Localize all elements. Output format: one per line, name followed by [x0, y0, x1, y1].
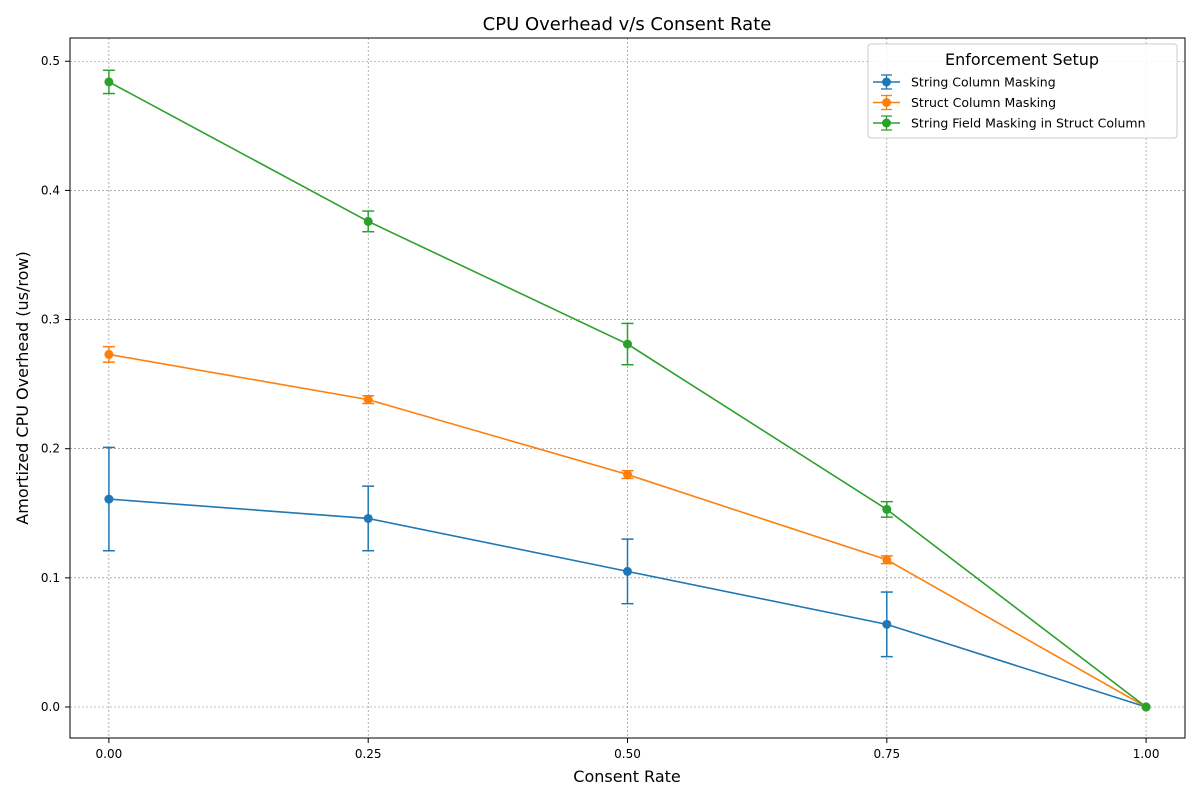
- x-tick-label: 0.00: [96, 747, 123, 761]
- x-tick-label: 0.75: [873, 747, 900, 761]
- data-point: [104, 494, 114, 504]
- data-point: [104, 349, 114, 359]
- legend-item: Struct Column Masking: [873, 94, 1056, 111]
- data-point: [623, 566, 632, 576]
- legend: Enforcement Setup String Column MaskingS…: [867, 43, 1178, 139]
- data-point: [363, 395, 373, 405]
- legend-marker: [882, 118, 891, 128]
- data-series: [102, 69, 1151, 712]
- y-tick-label: 0.0: [41, 700, 60, 714]
- grid-lines: [70, 38, 1185, 738]
- series-3: [102, 69, 1151, 712]
- data-point: [623, 339, 632, 349]
- y-axis-label: Amortized CPU Overhead (us/row): [13, 251, 32, 524]
- chart-title: CPU Overhead v/s Consent Rate: [483, 14, 772, 35]
- legend-label: String Column Masking: [911, 75, 1056, 90]
- legend-item: String Column Masking: [873, 74, 1056, 90]
- data-point: [363, 513, 373, 523]
- y-tick-label: 0.4: [41, 183, 60, 197]
- x-axis-ticks: 0.00 0.25 0.50 0.75 1.00: [96, 738, 1160, 761]
- x-tick-label: 1.00: [1133, 747, 1160, 761]
- y-axis-ticks: 0.0 0.1 0.2 0.3 0.4 0.5: [41, 54, 70, 714]
- x-axis-label: Consent Rate: [573, 767, 680, 786]
- y-tick-label: 0.5: [41, 54, 60, 68]
- legend-label: Struct Column Masking: [911, 95, 1056, 110]
- data-point: [104, 77, 114, 87]
- data-point: [1141, 702, 1151, 712]
- legend-marker: [882, 77, 891, 87]
- legend-title: Enforcement Setup: [945, 50, 1099, 69]
- y-tick-label: 0.3: [41, 313, 60, 327]
- x-tick-label: 0.50: [614, 747, 641, 761]
- data-point: [882, 619, 892, 629]
- series-1: [102, 446, 1151, 712]
- data-point: [882, 555, 892, 565]
- data-point: [882, 504, 892, 514]
- legend-box: [867, 43, 1178, 139]
- y-tick-label: 0.1: [41, 571, 60, 585]
- legend-items: String Column Masking Struct Column Maski…: [873, 74, 1146, 131]
- x-tick-label: 0.25: [355, 747, 382, 761]
- legend-item: String Field Masking in Struct Column: [873, 115, 1146, 131]
- legend-marker: [882, 98, 891, 107]
- series-2: [102, 345, 1151, 712]
- data-point: [623, 470, 632, 480]
- y-tick-label: 0.2: [41, 442, 60, 456]
- legend-label: String Field Masking in Struct Column: [911, 116, 1146, 131]
- data-point: [363, 216, 373, 226]
